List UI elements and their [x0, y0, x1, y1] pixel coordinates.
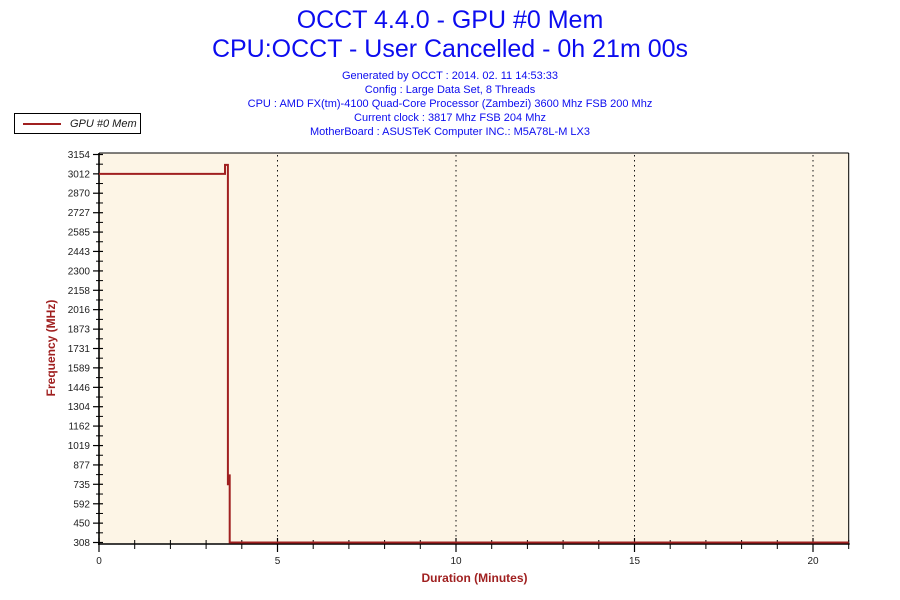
y-tick-label: 1304	[68, 402, 91, 413]
y-tick-label: 877	[73, 460, 90, 471]
info-cpu: CPU : AMD FX(tm)-4100 Quad-Core Processo…	[247, 98, 653, 110]
legend-line-swatch	[23, 122, 61, 125]
series-line	[99, 163, 849, 544]
y-tick-label: 1589	[68, 363, 91, 374]
page-title: OCCT 4.4.0 - GPU #0 Mem	[296, 6, 604, 34]
x-axis-title: Duration (Minutes)	[421, 571, 528, 585]
legend-box: GPU #0 Mem	[14, 113, 141, 134]
y-tick-label: 592	[73, 499, 90, 510]
y-tick-label: 1162	[68, 422, 90, 433]
plot-background	[99, 153, 849, 544]
x-tick-label: 0	[96, 556, 102, 567]
y-tick-label: 2443	[68, 247, 91, 258]
y-tick-label: 2300	[68, 266, 91, 277]
info-current-clock: Current clock : 3817 Mhz FSB 204 Mhz	[354, 112, 546, 124]
info-generated-by: Generated by OCCT : 2014. 02. 11 14:53:3…	[341, 70, 559, 82]
y-tick-label: 3012	[68, 169, 91, 180]
y-tick-label: 3154	[68, 150, 91, 161]
y-tick-label: 2727	[68, 208, 91, 219]
y-tick-label: 2016	[68, 305, 91, 316]
system-info-block: Generated by OCCT : 2014. 02. 11 14:53:3…	[0, 69, 900, 139]
page-subtitle: CPU:OCCT - User Cancelled - 0h 21m 00s	[211, 35, 689, 63]
y-tick-label: 1873	[68, 325, 91, 336]
y-tick-label: 1019	[68, 441, 91, 452]
y-tick-label: 2158	[68, 286, 91, 297]
y-tick-label: 2585	[68, 228, 91, 239]
x-tick-label: 10	[450, 556, 462, 567]
info-config: Config : Large Data Set, 8 Threads	[364, 84, 536, 96]
y-tick-label: 308	[73, 538, 90, 549]
y-tick-label: 1446	[68, 383, 91, 394]
frequency-chart: 3154 3012 2870 2727 2585 2443 2300 2158 2016 1873…	[68, 150, 850, 567]
legend-label: GPU #0 Mem	[70, 117, 137, 130]
y-tick-label: 1731	[68, 344, 91, 355]
y-tick-label: 450	[73, 519, 90, 530]
y-tick-label: 735	[73, 480, 90, 491]
x-tick-label: 5	[275, 556, 281, 567]
info-motherboard: MotherBoard : ASUSTeK Computer INC.: M5A…	[309, 126, 590, 138]
y-tick-label: 2870	[68, 189, 91, 200]
x-tick-label: 20	[807, 556, 819, 567]
x-tick-label: 15	[629, 556, 641, 567]
